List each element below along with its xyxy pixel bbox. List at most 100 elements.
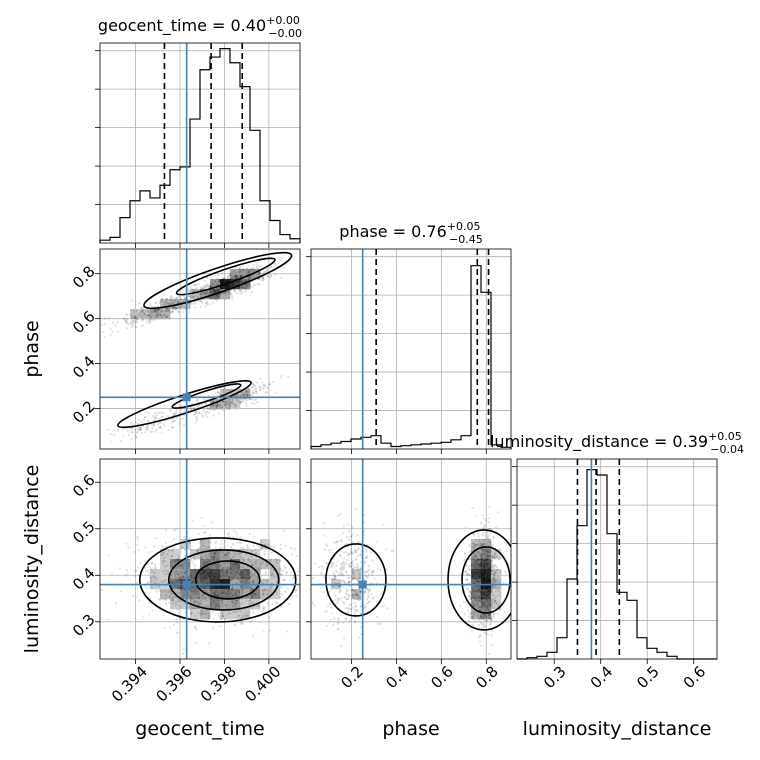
sample-point: [207, 574, 210, 577]
sample-point: [211, 289, 214, 292]
sample-point: [486, 557, 490, 560]
sample-point: [143, 312, 146, 315]
sample-point: [167, 303, 170, 306]
sample-point: [207, 615, 210, 619]
sample-point: [249, 586, 252, 589]
sample-point: [215, 288, 219, 292]
sample-point: [180, 288, 183, 291]
sample-point: [222, 280, 225, 284]
sample-point: [213, 585, 217, 588]
sample-point: [211, 585, 215, 588]
sample-point: [139, 561, 142, 564]
sample-point: [473, 610, 476, 613]
sample-point: [490, 581, 493, 585]
sample-point: [137, 548, 140, 551]
sample-point: [340, 563, 343, 566]
title-sup: +0.05: [447, 220, 481, 233]
sample-point: [221, 573, 225, 577]
sample-point: [222, 277, 225, 281]
sample-point: [254, 389, 257, 392]
sample-point: [122, 434, 125, 437]
sample-point: [252, 268, 255, 271]
sample-point: [193, 601, 196, 604]
sample-point: [214, 593, 217, 596]
sample-point: [257, 604, 261, 607]
sample-point: [342, 574, 345, 577]
sample-point: [213, 594, 216, 597]
sample-point: [479, 586, 482, 589]
sample-point: [485, 562, 489, 565]
sample-point: [367, 576, 370, 579]
sample-point: [176, 608, 179, 611]
sample-point: [353, 593, 356, 596]
sample-point: [229, 567, 232, 570]
sample-point: [163, 627, 166, 630]
sample-point: [169, 408, 172, 411]
sample-point: [489, 573, 493, 576]
sample-point: [499, 591, 502, 594]
sample-point: [209, 575, 212, 578]
sample-point: [222, 286, 226, 290]
sample-point: [196, 611, 200, 614]
sample-point: [477, 606, 480, 610]
sample-point: [488, 567, 491, 570]
sample-point: [170, 573, 173, 577]
sample-point: [222, 281, 225, 284]
sample-point: [485, 599, 488, 602]
sample-point: [171, 549, 174, 552]
sample-point: [228, 400, 232, 403]
sample-point: [475, 566, 478, 569]
sample-point: [217, 288, 220, 291]
sample-point: [141, 311, 144, 314]
sample-point: [261, 276, 264, 280]
sample-point: [259, 562, 262, 565]
sample-point: [298, 586, 300, 589]
sample-point: [351, 578, 354, 581]
sample-point: [281, 578, 284, 581]
sample-point: [255, 387, 258, 390]
sample-point: [234, 562, 238, 565]
sample-point: [473, 554, 476, 557]
sample-point: [250, 394, 253, 397]
sample-point: [244, 579, 247, 582]
sample-point: [238, 268, 241, 271]
sample-point: [479, 586, 482, 589]
sample-point: [251, 386, 254, 389]
sample-point: [485, 557, 488, 560]
sample-point: [211, 578, 215, 581]
sample-point: [351, 525, 354, 529]
sample-point: [159, 314, 162, 317]
sample-point: [493, 580, 496, 584]
sample-point: [465, 563, 468, 566]
sample-point: [153, 314, 156, 318]
sample-point: [239, 401, 242, 404]
sample-point: [482, 548, 485, 551]
density-cell: [220, 569, 231, 580]
sample-point: [481, 598, 484, 601]
sample-point: [237, 566, 240, 569]
sample-point: [269, 588, 273, 592]
sample-point: [215, 294, 218, 297]
sample-point: [136, 320, 139, 323]
sample-point: [235, 280, 239, 283]
sample-point: [158, 417, 161, 420]
sample-point: [200, 557, 203, 560]
sample-point: [261, 276, 264, 279]
sample-point: [153, 310, 156, 313]
sample-point: [174, 412, 177, 415]
sample-point: [161, 297, 164, 301]
sample-point: [146, 420, 149, 423]
sample-point: [477, 574, 481, 577]
sample-point: [482, 517, 486, 520]
sample-point: [245, 393, 248, 396]
sample-point: [219, 605, 222, 608]
sample-point: [336, 622, 339, 625]
x-tick-label-geocent_time: 0.398: [197, 663, 240, 706]
sample-point: [356, 598, 360, 601]
sample-point: [180, 408, 183, 411]
sample-point: [358, 596, 361, 600]
density-cell: [210, 589, 221, 600]
sample-point: [474, 553, 478, 556]
sample-point: [482, 590, 485, 594]
sample-point: [481, 605, 484, 608]
